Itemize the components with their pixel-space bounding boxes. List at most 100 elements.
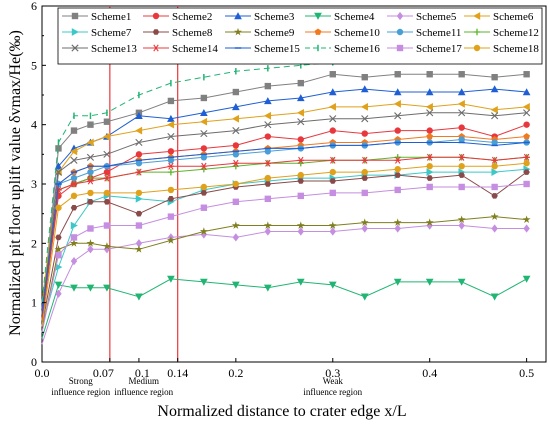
data-point bbox=[328, 221, 337, 229]
data-point bbox=[361, 74, 368, 81]
data-point bbox=[426, 133, 434, 140]
data-point bbox=[264, 82, 272, 90]
data-point bbox=[491, 112, 499, 120]
data-point bbox=[426, 153, 433, 161]
data-point bbox=[361, 189, 368, 197]
data-point bbox=[296, 278, 305, 286]
data-point bbox=[55, 234, 62, 241]
data-point bbox=[135, 239, 143, 248]
legend-label: Scheme8 bbox=[172, 27, 213, 39]
data-point bbox=[361, 224, 368, 233]
data-point bbox=[264, 133, 272, 140]
x-axis-title: Normalized distance to crater edge x/L bbox=[157, 403, 406, 420]
data-point bbox=[394, 112, 402, 120]
data-point bbox=[490, 293, 499, 301]
legend-item-scheme14: Scheme14 bbox=[143, 43, 218, 55]
legend-label: Scheme2 bbox=[172, 11, 212, 23]
data-point bbox=[393, 88, 402, 96]
series-scheme7 bbox=[41, 165, 531, 327]
data-point bbox=[87, 168, 94, 176]
data-point bbox=[426, 175, 433, 181]
data-point bbox=[328, 103, 336, 111]
data-point bbox=[329, 115, 337, 123]
data-point bbox=[425, 278, 434, 286]
data-point bbox=[297, 178, 304, 184]
data-point bbox=[361, 115, 369, 123]
region-boundaries bbox=[109, 6, 179, 362]
legend-label: Scheme12 bbox=[493, 27, 539, 39]
legend-label: Scheme17 bbox=[416, 43, 462, 55]
data-point bbox=[232, 114, 240, 123]
data-point bbox=[490, 212, 499, 220]
data-point bbox=[70, 192, 78, 200]
data-point bbox=[394, 127, 401, 134]
data-point bbox=[491, 168, 499, 176]
data-point bbox=[232, 233, 240, 242]
data-point bbox=[457, 88, 466, 96]
data-point bbox=[393, 100, 401, 108]
data-point bbox=[264, 195, 272, 203]
data-point bbox=[167, 120, 175, 129]
series-line bbox=[41, 73, 527, 315]
data-point bbox=[70, 174, 78, 182]
data-point bbox=[263, 97, 272, 105]
data-point bbox=[87, 121, 94, 128]
legend-label: Scheme18 bbox=[493, 43, 539, 55]
data-point bbox=[70, 234, 78, 241]
data-point bbox=[70, 221, 78, 230]
legend-item-scheme12: Scheme12 bbox=[464, 27, 539, 39]
data-point bbox=[54, 245, 63, 253]
legend-marker bbox=[314, 12, 322, 20]
data-point bbox=[297, 79, 304, 87]
region-label: Medium influence region bbox=[114, 376, 173, 397]
data-point bbox=[458, 136, 465, 143]
data-point bbox=[296, 94, 305, 102]
data-point bbox=[103, 189, 111, 197]
legend-label: Scheme4 bbox=[334, 11, 375, 23]
legend-marker bbox=[396, 11, 404, 21]
data-point bbox=[200, 129, 208, 138]
data-point bbox=[522, 88, 531, 96]
data-point bbox=[200, 183, 208, 191]
data-point bbox=[232, 281, 240, 289]
legend-marker bbox=[71, 12, 79, 20]
legend-item-scheme3: Scheme3 bbox=[225, 11, 295, 23]
data-point bbox=[167, 157, 175, 164]
data-point bbox=[523, 169, 530, 175]
x-tick-label: 0.2 bbox=[228, 366, 243, 380]
legend-label: Scheme6 bbox=[493, 11, 534, 23]
legend-item-scheme5: Scheme5 bbox=[387, 11, 457, 23]
data-point bbox=[360, 218, 369, 226]
x-tick-label: 0.5 bbox=[519, 366, 534, 380]
data-point bbox=[361, 168, 368, 176]
data-point bbox=[70, 256, 78, 266]
series-line bbox=[41, 52, 527, 303]
legend-marker bbox=[396, 44, 404, 52]
data-point bbox=[55, 252, 62, 259]
data-point bbox=[263, 111, 272, 120]
legend-item-scheme2: Scheme2 bbox=[143, 11, 212, 23]
series-line bbox=[41, 278, 527, 339]
y-tick-label: 4 bbox=[31, 118, 37, 132]
series-scheme4 bbox=[41, 275, 531, 339]
data-point bbox=[458, 172, 465, 178]
data-point bbox=[458, 71, 465, 78]
data-point bbox=[166, 236, 175, 244]
data-point bbox=[86, 284, 95, 292]
legend-item-scheme16: Scheme16 bbox=[305, 43, 380, 55]
data-point bbox=[200, 145, 208, 152]
data-point bbox=[87, 225, 94, 232]
data-point bbox=[263, 284, 272, 292]
series-line bbox=[41, 142, 527, 315]
data-point bbox=[87, 199, 94, 205]
data-point bbox=[70, 284, 78, 292]
data-point bbox=[491, 74, 498, 81]
data-point bbox=[200, 190, 208, 196]
data-point bbox=[329, 189, 336, 197]
data-point bbox=[296, 108, 304, 117]
series-line bbox=[41, 124, 527, 321]
legend-box bbox=[57, 7, 543, 65]
data-point bbox=[135, 194, 143, 203]
series-line bbox=[41, 216, 527, 333]
